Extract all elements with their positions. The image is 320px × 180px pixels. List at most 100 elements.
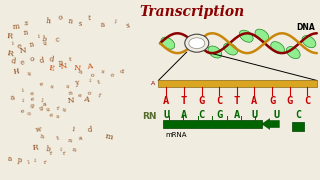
Text: n: n bbox=[68, 138, 73, 143]
Text: RN: RN bbox=[142, 112, 156, 121]
Text: a: a bbox=[43, 102, 47, 107]
Text: h: h bbox=[39, 134, 44, 140]
Text: p: p bbox=[16, 156, 22, 165]
Text: G: G bbox=[198, 96, 205, 106]
Text: m: m bbox=[104, 132, 114, 141]
Text: R: R bbox=[6, 50, 13, 59]
Ellipse shape bbox=[286, 47, 300, 59]
Text: DNA: DNA bbox=[296, 23, 315, 32]
Text: a: a bbox=[78, 136, 82, 141]
Text: d: d bbox=[48, 55, 54, 64]
Text: b: b bbox=[45, 145, 51, 154]
Ellipse shape bbox=[189, 38, 205, 49]
Text: o: o bbox=[91, 73, 95, 78]
Text: b: b bbox=[42, 35, 48, 44]
Text: C: C bbox=[216, 96, 222, 106]
Ellipse shape bbox=[161, 37, 175, 49]
Text: n: n bbox=[29, 41, 35, 49]
Text: mRNA: mRNA bbox=[166, 132, 187, 138]
Bar bbox=[292, 122, 304, 131]
Ellipse shape bbox=[255, 29, 269, 41]
Text: G: G bbox=[269, 96, 275, 106]
Text: m: m bbox=[12, 23, 20, 31]
Text: s: s bbox=[125, 21, 131, 30]
Text: T: T bbox=[234, 96, 240, 106]
Text: u: u bbox=[61, 107, 67, 113]
Text: d: d bbox=[87, 125, 92, 134]
Ellipse shape bbox=[271, 42, 284, 54]
Text: A: A bbox=[83, 95, 90, 103]
Ellipse shape bbox=[239, 30, 253, 42]
Ellipse shape bbox=[302, 36, 316, 48]
Text: n: n bbox=[23, 28, 28, 37]
Text: o: o bbox=[58, 14, 64, 22]
Text: d: d bbox=[119, 69, 124, 75]
Text: e: e bbox=[39, 82, 44, 87]
Text: a: a bbox=[7, 154, 12, 163]
Text: i: i bbox=[72, 125, 76, 134]
Text: C: C bbox=[295, 110, 301, 120]
Text: l: l bbox=[114, 19, 117, 24]
Text: y: y bbox=[75, 79, 79, 87]
Text: e: e bbox=[17, 42, 22, 51]
Text: Transcription: Transcription bbox=[140, 5, 244, 19]
Text: f: f bbox=[98, 93, 101, 98]
Text: l: l bbox=[40, 98, 43, 104]
Text: s: s bbox=[78, 19, 82, 28]
Text: i: i bbox=[21, 87, 24, 93]
Text: G: G bbox=[286, 96, 293, 106]
Text: N: N bbox=[19, 46, 26, 55]
Text: t: t bbox=[88, 14, 91, 22]
Text: o: o bbox=[27, 111, 31, 116]
Text: i: i bbox=[12, 41, 14, 46]
Text: e: e bbox=[20, 109, 24, 114]
Text: g: g bbox=[30, 103, 34, 109]
Text: s: s bbox=[65, 84, 69, 89]
Text: r: r bbox=[43, 159, 47, 165]
Bar bbox=[163, 120, 262, 128]
Text: o: o bbox=[110, 73, 114, 78]
Text: U: U bbox=[251, 110, 258, 120]
Text: E: E bbox=[48, 64, 54, 73]
Text: i: i bbox=[21, 98, 24, 103]
Text: c: c bbox=[55, 35, 60, 44]
Text: A: A bbox=[251, 96, 258, 106]
Text: o: o bbox=[29, 55, 35, 64]
Text: A: A bbox=[163, 96, 170, 106]
Text: R: R bbox=[6, 32, 13, 40]
Text: e: e bbox=[30, 96, 34, 102]
Text: n: n bbox=[68, 17, 73, 26]
Text: G: G bbox=[216, 110, 222, 120]
Text: u: u bbox=[27, 71, 31, 77]
Text: e: e bbox=[78, 93, 82, 98]
Text: U: U bbox=[163, 110, 170, 120]
Text: s: s bbox=[100, 69, 104, 75]
Text: e: e bbox=[30, 91, 34, 96]
Text: i: i bbox=[34, 158, 36, 163]
Text: e: e bbox=[49, 112, 53, 118]
Ellipse shape bbox=[224, 43, 237, 55]
Text: n: n bbox=[77, 69, 83, 75]
Text: t: t bbox=[69, 57, 72, 62]
Text: t: t bbox=[56, 136, 59, 141]
Text: a: a bbox=[100, 21, 105, 30]
Text: N: N bbox=[60, 62, 68, 71]
Text: i: i bbox=[88, 78, 91, 84]
Text: h: h bbox=[45, 17, 51, 26]
Text: U: U bbox=[274, 110, 280, 120]
Text: a: a bbox=[10, 93, 16, 102]
Text: C: C bbox=[304, 96, 310, 106]
Text: s: s bbox=[49, 84, 53, 89]
Text: g: g bbox=[39, 105, 44, 111]
Text: l: l bbox=[28, 159, 30, 165]
Text: A: A bbox=[181, 110, 187, 120]
Text: A: A bbox=[151, 81, 155, 86]
Text: r: r bbox=[49, 150, 53, 156]
Text: r: r bbox=[56, 105, 60, 111]
Text: r: r bbox=[62, 150, 66, 156]
Text: i: i bbox=[60, 147, 62, 152]
Bar bbox=[158, 80, 317, 87]
Text: u: u bbox=[46, 107, 50, 112]
Text: T: T bbox=[181, 96, 187, 106]
Text: w: w bbox=[35, 125, 42, 134]
